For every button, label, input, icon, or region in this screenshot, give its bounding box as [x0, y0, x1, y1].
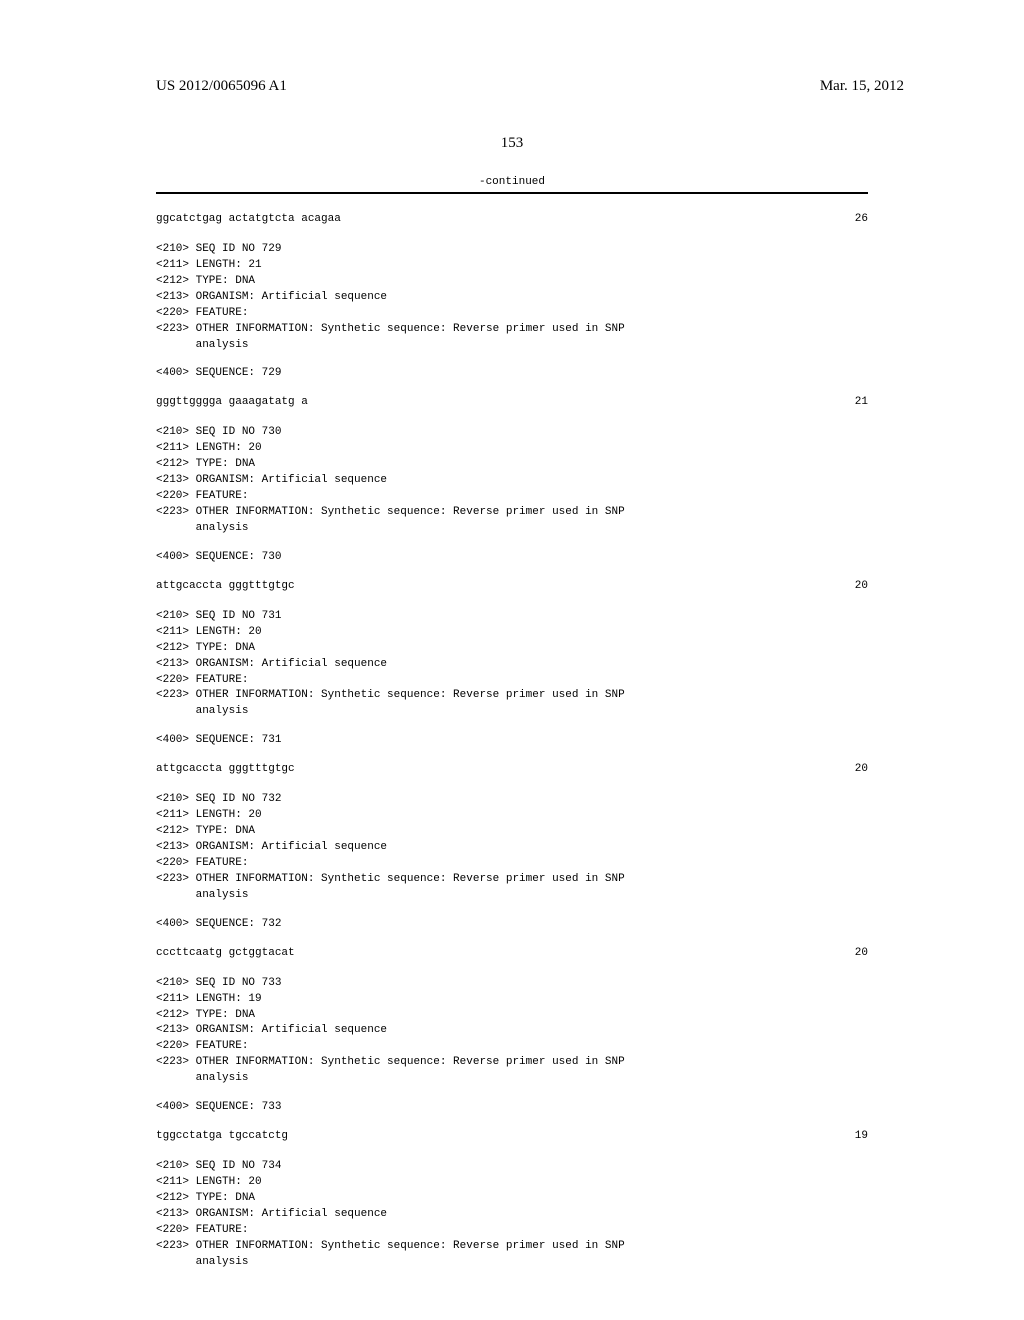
- other-info-line-1: <223> OTHER INFORMATION: Synthetic seque…: [156, 322, 868, 338]
- organism-line: <213> ORGANISM: Artificial sequence: [156, 1023, 868, 1039]
- sequence-header: <400> SEQUENCE: 730: [156, 550, 868, 566]
- sequence-listing: -continued ggcatctgag actatgtcta acagaa …: [156, 175, 868, 1271]
- type-line: <212> TYPE: DNA: [156, 457, 868, 473]
- seq-id-line: <210> SEQ ID NO 734: [156, 1159, 868, 1175]
- seq-entry: <210> SEQ ID NO 732 <211> LENGTH: 20 <21…: [156, 792, 868, 961]
- type-line: <212> TYPE: DNA: [156, 1191, 868, 1207]
- other-info-line-1: <223> OTHER INFORMATION: Synthetic seque…: [156, 1239, 868, 1255]
- sequence-length: 20: [855, 946, 868, 962]
- sequence-header: <400> SEQUENCE: 732: [156, 917, 868, 933]
- seq-entry: <210> SEQ ID NO 731 <211> LENGTH: 20 <21…: [156, 609, 868, 778]
- other-info-line-2: analysis: [156, 1071, 868, 1087]
- type-line: <212> TYPE: DNA: [156, 1008, 868, 1024]
- sequence-header: <400> SEQUENCE: 729: [156, 366, 868, 382]
- seq-id-line: <210> SEQ ID NO 730: [156, 425, 868, 441]
- other-info-line-2: analysis: [156, 888, 868, 904]
- sequence-length: 20: [855, 762, 868, 778]
- feature-line: <220> FEATURE:: [156, 489, 868, 505]
- length-line: <211> LENGTH: 20: [156, 625, 868, 641]
- seq-id-line: <210> SEQ ID NO 733: [156, 976, 868, 992]
- type-line: <212> TYPE: DNA: [156, 824, 868, 840]
- type-line: <212> TYPE: DNA: [156, 274, 868, 290]
- seq-entry: <210> SEQ ID NO 733 <211> LENGTH: 19 <21…: [156, 976, 868, 1145]
- sequence-text: cccttcaatg gctggtacat: [156, 946, 295, 962]
- type-line: <212> TYPE: DNA: [156, 641, 868, 657]
- sequence-length: 21: [855, 395, 868, 411]
- sequence-text: attgcaccta gggtttgtgc: [156, 762, 295, 778]
- seq-entry: <210> SEQ ID NO 734 <211> LENGTH: 20 <21…: [156, 1159, 868, 1271]
- organism-line: <213> ORGANISM: Artificial sequence: [156, 1207, 868, 1223]
- sequence-text: gggttgggga gaaagatatg a: [156, 395, 308, 411]
- feature-line: <220> FEATURE:: [156, 673, 868, 689]
- continued-label: -continued: [156, 175, 868, 191]
- sequence-header: <400> SEQUENCE: 733: [156, 1100, 868, 1116]
- organism-line: <213> ORGANISM: Artificial sequence: [156, 657, 868, 673]
- seq-id-line: <210> SEQ ID NO 732: [156, 792, 868, 808]
- top-rule: [156, 192, 868, 194]
- length-line: <211> LENGTH: 21: [156, 258, 868, 274]
- sequence-text: attgcaccta gggtttgtgc: [156, 579, 295, 595]
- sequence-length: 19: [855, 1129, 868, 1145]
- other-info-line-1: <223> OTHER INFORMATION: Synthetic seque…: [156, 688, 868, 704]
- feature-line: <220> FEATURE:: [156, 1039, 868, 1055]
- seq-entry: <210> SEQ ID NO 729 <211> LENGTH: 21 <21…: [156, 242, 868, 411]
- organism-line: <213> ORGANISM: Artificial sequence: [156, 473, 868, 489]
- publication-date: Mar. 15, 2012: [820, 78, 904, 95]
- publication-number: US 2012/0065096 A1: [156, 78, 287, 95]
- top-sequence-block: ggcatctgag actatgtcta acagaa 26: [156, 212, 868, 228]
- feature-line: <220> FEATURE:: [156, 1223, 868, 1239]
- other-info-line-1: <223> OTHER INFORMATION: Synthetic seque…: [156, 505, 868, 521]
- sequence-length: 26: [855, 212, 868, 228]
- length-line: <211> LENGTH: 20: [156, 441, 868, 457]
- page-header: US 2012/0065096 A1 Mar. 15, 2012: [0, 78, 1024, 95]
- seq-id-line: <210> SEQ ID NO 729: [156, 242, 868, 258]
- sequence-text: ggcatctgag actatgtcta acagaa: [156, 212, 341, 228]
- feature-line: <220> FEATURE:: [156, 306, 868, 322]
- sequence-header: <400> SEQUENCE: 731: [156, 733, 868, 749]
- seq-entry: <210> SEQ ID NO 730 <211> LENGTH: 20 <21…: [156, 425, 868, 594]
- length-line: <211> LENGTH: 20: [156, 808, 868, 824]
- seq-id-line: <210> SEQ ID NO 731: [156, 609, 868, 625]
- other-info-line-2: analysis: [156, 338, 868, 354]
- other-info-line-2: analysis: [156, 704, 868, 720]
- organism-line: <213> ORGANISM: Artificial sequence: [156, 840, 868, 856]
- organism-line: <213> ORGANISM: Artificial sequence: [156, 290, 868, 306]
- other-info-line-2: analysis: [156, 521, 868, 537]
- page-number: 153: [0, 135, 1024, 152]
- length-line: <211> LENGTH: 20: [156, 1175, 868, 1191]
- feature-line: <220> FEATURE:: [156, 856, 868, 872]
- other-info-line-2: analysis: [156, 1255, 868, 1271]
- sequence-length: 20: [855, 579, 868, 595]
- other-info-line-1: <223> OTHER INFORMATION: Synthetic seque…: [156, 1055, 868, 1071]
- length-line: <211> LENGTH: 19: [156, 992, 868, 1008]
- sequence-text: tggcctatga tgccatctg: [156, 1129, 288, 1145]
- other-info-line-1: <223> OTHER INFORMATION: Synthetic seque…: [156, 872, 868, 888]
